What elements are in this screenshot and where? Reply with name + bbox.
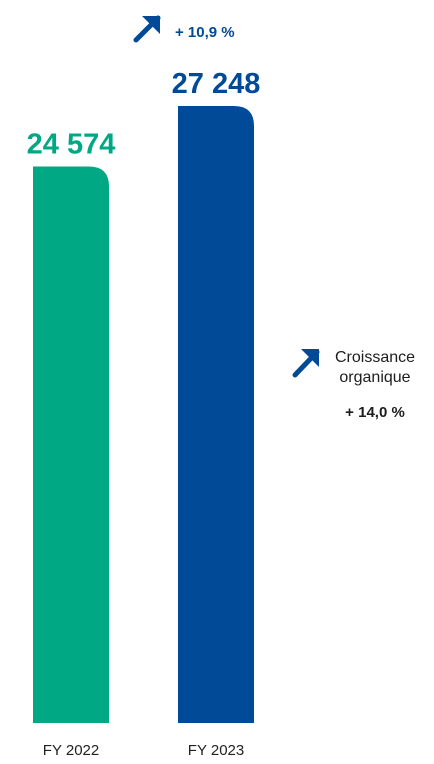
tick-labels-layer: FY 2022 FY 2023 bbox=[43, 742, 244, 759]
organic-growth-value: + 14,0 % bbox=[345, 404, 405, 421]
arrow-up-right-icon bbox=[133, 15, 161, 43]
tick-label-fy-2022: FY 2022 bbox=[43, 742, 99, 759]
bar-fy-2022 bbox=[33, 166, 109, 724]
tick-label-fy-2023: FY 2023 bbox=[188, 742, 244, 759]
organic-arrow-up-right-icon bbox=[292, 349, 320, 378]
labels-layer: 24 574 27 248 bbox=[27, 68, 261, 161]
bars-layer bbox=[33, 106, 254, 724]
bar-fy-2023 bbox=[178, 106, 254, 723]
organic-growth-title: Croissance organique bbox=[334, 349, 416, 386]
value-label-fy-2023: 27 248 bbox=[172, 68, 261, 100]
yoy-growth-label: + 10,9 % bbox=[175, 24, 235, 41]
value-label-fy-2022: 24 574 bbox=[27, 129, 116, 161]
